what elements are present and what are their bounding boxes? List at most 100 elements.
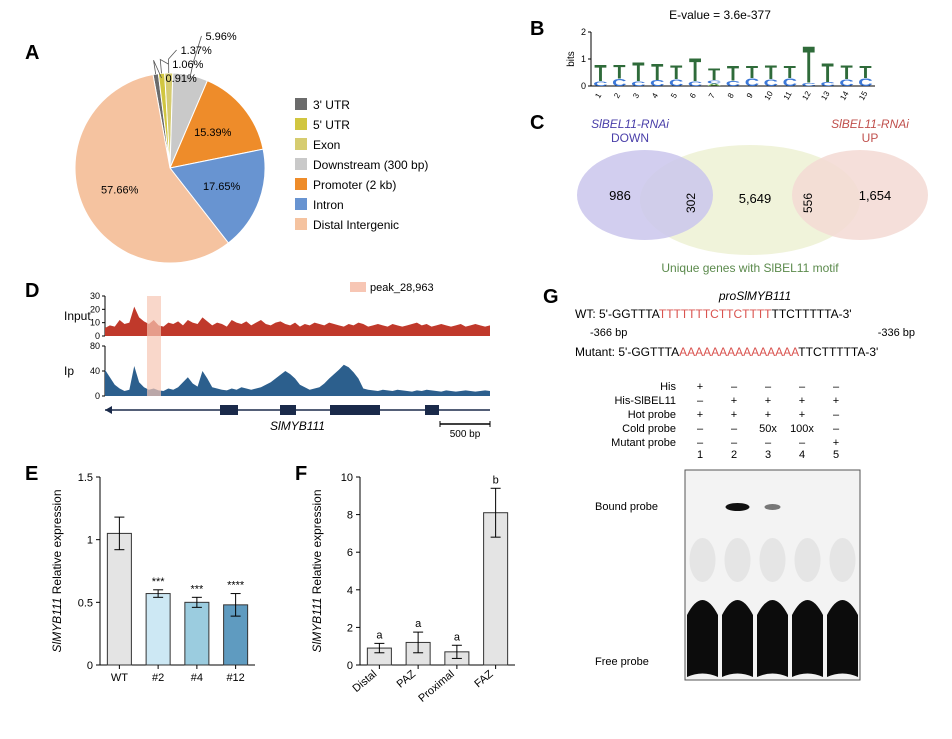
svg-text:#2: #2 (152, 672, 164, 684)
svg-text:-336 bp: -336 bp (878, 327, 915, 339)
svg-text:***: *** (190, 583, 204, 595)
emsa-cell: – (822, 409, 850, 421)
svg-text:peak_28,963: peak_28,963 (370, 282, 434, 294)
svg-text:10: 10 (90, 318, 100, 328)
svg-text:1: 1 (87, 535, 93, 547)
svg-text:a: a (415, 618, 422, 630)
emsa-cell: – (822, 423, 850, 435)
panel-label-g: G (543, 286, 559, 309)
svg-text:SlMYB111 Relative expression: SlMYB111 Relative expression (50, 490, 64, 653)
svg-text:Free probe: Free probe (595, 656, 649, 668)
svg-text:b: b (493, 474, 499, 486)
svg-text:986: 986 (609, 188, 631, 203)
svg-text:T: T (708, 66, 720, 84)
panel-label-e: E (25, 463, 38, 486)
svg-text:10: 10 (341, 472, 353, 484)
svg-text:0.5: 0.5 (78, 597, 93, 609)
svg-text:6: 6 (688, 91, 698, 100)
emsa-row-label: His (590, 381, 680, 393)
svg-text:57.66%: 57.66% (101, 184, 139, 196)
venn-container: 9863025,6495561,654SlBEL11-RNAiDOWNSlBEL… (560, 110, 940, 280)
svg-text:Unique genes with SlBEL11 moti: Unique genes with SlBEL11 motif (661, 261, 839, 275)
svg-text:5,649: 5,649 (739, 191, 772, 206)
svg-text:8: 8 (726, 91, 736, 100)
svg-text:PAZ: PAZ (395, 668, 419, 691)
svg-text:4: 4 (650, 91, 660, 100)
svg-text:1.06%: 1.06% (172, 59, 203, 71)
emsa-cell: + (686, 409, 714, 421)
figure-root: A 15.39%17.65%57.66%5.96%1.37%1.06%0.91%… (0, 0, 952, 739)
emsa-cell: – (686, 423, 714, 435)
svg-text:7: 7 (707, 91, 717, 100)
emsa-cell: + (788, 409, 816, 421)
svg-text:500 bp: 500 bp (450, 429, 481, 440)
svg-text:-366 bp: -366 bp (590, 327, 627, 339)
svg-text:8: 8 (347, 510, 353, 522)
svg-text:556: 556 (801, 193, 815, 213)
emsa-cell: – (788, 381, 816, 393)
svg-text:T: T (632, 57, 645, 88)
svg-text:T: T (803, 37, 815, 95)
emsa-cell: + (822, 395, 850, 407)
svg-text:Bound probe: Bound probe (595, 501, 658, 513)
svg-text:15.39%: 15.39% (194, 127, 232, 139)
emsa-row-label: Mutant probe (590, 437, 680, 449)
svg-text:1.5: 1.5 (78, 472, 93, 484)
svg-text:a: a (376, 629, 383, 641)
emsa-grid: His+––––His-SlBEL11–++++Hot probe++++–Co… (590, 381, 940, 449)
panel-label-c: C (530, 112, 544, 135)
bar-e-container: 00.511.5SlMYB111 Relative expressionWT**… (45, 465, 270, 720)
emsa-cell: + (686, 381, 714, 393)
svg-text:0.91%: 0.91% (166, 73, 197, 85)
emsa-cell: + (788, 395, 816, 407)
panel-label-d: D (25, 280, 39, 303)
svg-text:T: T (670, 62, 682, 84)
panel-a-pie: 15.39%17.65%57.66%5.96%1.37%1.06%0.91%3'… (40, 18, 490, 278)
svg-text:3: 3 (631, 91, 641, 100)
panel-g-container: proSlMYB111WT: 5'-GGTTTATTTTTTTCTTCTTTTT… (570, 286, 940, 688)
svg-text:11: 11 (782, 89, 794, 101)
svg-text:Input: Input (64, 309, 91, 323)
svg-text:Downstream (300 bp): Downstream (300 bp) (313, 158, 428, 172)
svg-text:SlBEL11-RNAi: SlBEL11-RNAi (591, 117, 669, 131)
svg-text:0: 0 (581, 81, 586, 91)
svg-text:Promoter (2 kb): Promoter (2 kb) (313, 178, 396, 192)
svg-text:6: 6 (347, 547, 353, 559)
svg-text:Ip: Ip (64, 364, 74, 378)
svg-text:80: 80 (90, 341, 100, 351)
svg-text:Exon: Exon (313, 138, 340, 152)
svg-text:1,654: 1,654 (859, 188, 892, 203)
svg-text:Mutant: 5'-GGTTTAAAAAAAAAAAAAA: Mutant: 5'-GGTTTAAAAAAAAAAAAAAAATTCTTTTT… (575, 345, 878, 359)
emsa-cell: + (754, 395, 782, 407)
svg-text:5.96%: 5.96% (205, 31, 236, 43)
emsa-cell: 100x (788, 423, 816, 435)
svg-text:SlBEL11-RNAi: SlBEL11-RNAi (831, 117, 909, 131)
svg-text:UP: UP (862, 131, 879, 145)
emsa-cell: – (686, 437, 714, 449)
emsa-cell: + (720, 409, 748, 421)
svg-text:Distal: Distal (351, 668, 380, 695)
emsa-row-label: His-SlBEL11 (590, 395, 680, 407)
svg-text:4: 4 (347, 585, 353, 597)
svg-text:FAZ: FAZ (472, 668, 495, 690)
lane-number: 1 (686, 449, 714, 461)
svg-text:5' UTR: 5' UTR (313, 118, 350, 132)
bar-f-container: 0246810SlMYB111 Relative expressionaDist… (305, 465, 530, 720)
emsa-gel: Bound probe Free probe (590, 465, 940, 688)
svg-text:T: T (746, 63, 759, 83)
emsa-cell: – (822, 381, 850, 393)
emsa-row-label: Cold probe (590, 423, 680, 435)
svg-text:20: 20 (90, 304, 100, 314)
svg-text:1.37%: 1.37% (181, 45, 212, 57)
svg-text:T: T (689, 52, 702, 88)
emsa-cell: + (754, 409, 782, 421)
svg-text:40: 40 (90, 366, 100, 376)
svg-text:T: T (651, 59, 664, 86)
svg-text:***: *** (152, 576, 166, 588)
emsa-cell: + (720, 395, 748, 407)
svg-text:WT: WT (111, 672, 128, 684)
svg-text:T: T (859, 63, 872, 83)
lane-number: 2 (720, 449, 748, 461)
emsa-cell: – (788, 437, 816, 449)
svg-text:10: 10 (763, 89, 776, 102)
